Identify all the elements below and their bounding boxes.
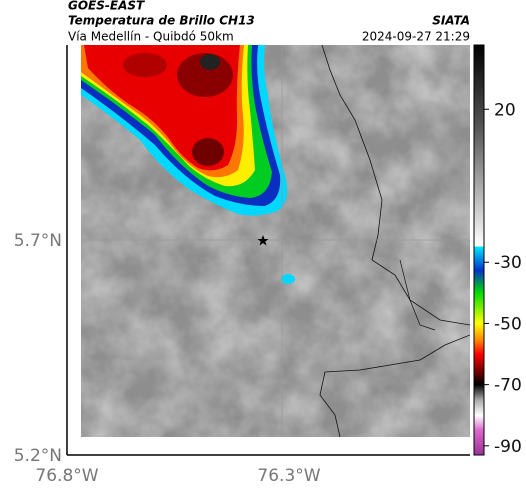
- satellite-image: [81, 45, 470, 437]
- colorbar-tick-label: 20: [494, 100, 516, 120]
- source: SIATA: [432, 14, 470, 28]
- colorbar-tick-label: -70: [494, 376, 522, 396]
- title: GOES-EAST: [68, 0, 145, 13]
- colorbar-tick-label: -50: [494, 314, 522, 334]
- lon-label: 76.8°W: [35, 466, 98, 486]
- timestamp: 2024-09-27 21:29: [362, 30, 470, 44]
- colorbar-tick-label: -30: [494, 253, 522, 273]
- lat-label: 5.7°N: [14, 231, 62, 251]
- colorbar-ticks: 20 -30 -50 -70 -90: [484, 100, 522, 457]
- lon-label: 76.3°W: [257, 466, 320, 486]
- route: Vía Medellín - Quibdó 50km: [68, 30, 234, 44]
- colorbar: [473, 44, 485, 456]
- lat-label: 5.2°N: [14, 446, 62, 466]
- subtitle: Temperatura de Brillo CH13: [68, 14, 255, 28]
- colorbar-tick-label: -90: [494, 437, 522, 457]
